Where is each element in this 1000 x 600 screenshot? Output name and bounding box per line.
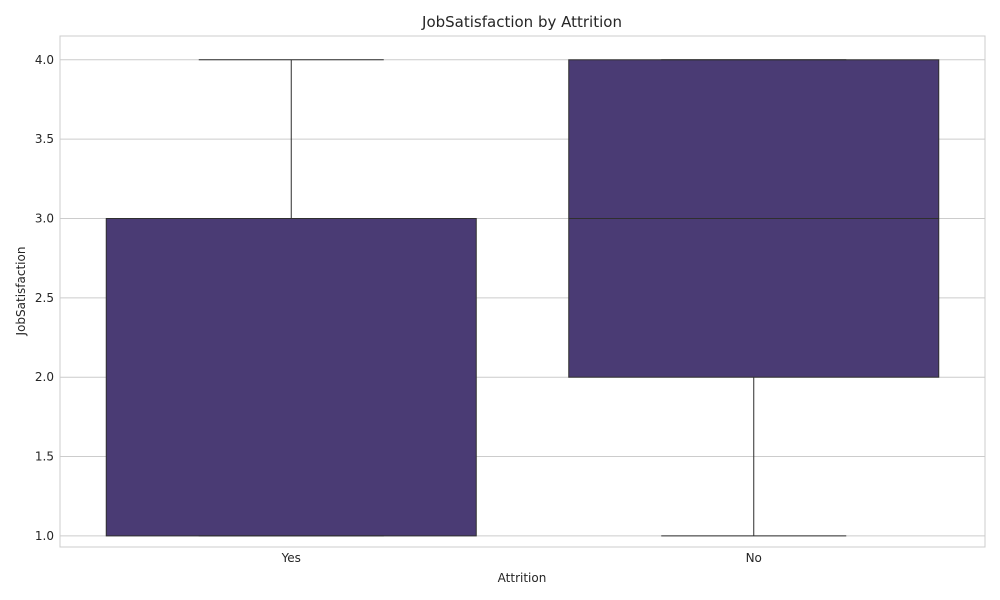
x-axis-label: Attrition (498, 571, 547, 585)
y-tick-label: 2.0 (35, 370, 54, 384)
box-layer (105, 59, 940, 537)
y-tick-label: 3.0 (35, 212, 54, 226)
y-tick-label: 3.5 (35, 132, 54, 146)
plot-frame (59, 35, 986, 548)
y-axis-label: JobSatisfaction (14, 247, 28, 337)
y-tick-label: 4.0 (35, 53, 54, 67)
tick-layer: 1.0 1.5 2.0 2.5 3.0 3.5 4.0 Yes No (35, 53, 762, 565)
box-body (105, 218, 477, 537)
x-tick-label: Yes (281, 551, 301, 565)
y-tick-label: 1.0 (35, 529, 54, 543)
x-tick-label: No (746, 551, 762, 565)
box-yes (105, 59, 477, 537)
y-tick-label: 1.5 (35, 450, 54, 464)
y-tick-label: 2.5 (35, 291, 54, 305)
box-no (568, 59, 940, 537)
chart-title: JobSatisfaction by Attrition (421, 13, 622, 31)
